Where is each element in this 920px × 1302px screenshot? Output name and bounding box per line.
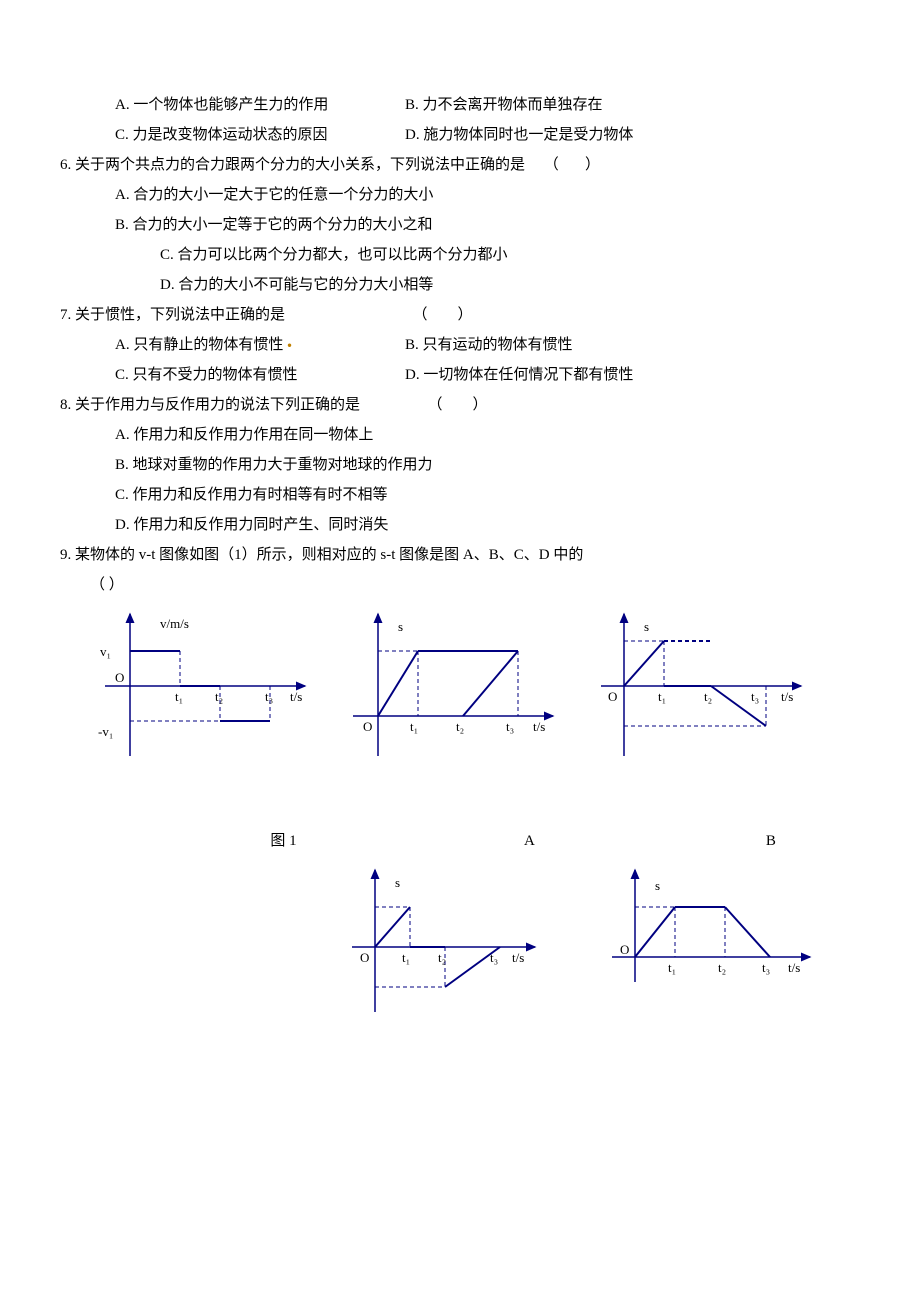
chartC-xlabel: t/s <box>512 950 524 965</box>
chart-A: s O t₁ t₂ t₃ t/s <box>338 606 568 766</box>
chart-C: s O t₁ t₂ t₃ t/s <box>340 862 540 1017</box>
q5-row2: C. 力是改变物体运动状态的原因 D. 施力物体同时也一定是受力物体 <box>60 120 860 150</box>
chartB-xlabel: t/s <box>781 689 793 704</box>
chartC-t2: t₂ <box>438 950 446 965</box>
chartC-ylabel: s <box>395 875 400 890</box>
chartC-t3: t₃ <box>490 950 498 965</box>
chartD-O: O <box>620 942 629 957</box>
q9-stem2: （ ） <box>60 570 860 600</box>
chart1-t3: t₃ <box>265 689 273 704</box>
q6-optD: D. 合力的大小不可能与它的分力大小相等 <box>60 270 860 300</box>
chart-fig1: v/m/s v₁ -v₁ O t₁ t₂ t₃ t/s <box>90 606 320 766</box>
q6-optC: C. 合力可以比两个分力都大，也可以比两个分力都小 <box>60 240 860 270</box>
label-fig1: 图 1 <box>100 826 377 856</box>
q8-optD: D. 作用力和反作用力同时产生、同时消失 <box>60 510 860 540</box>
chartA-t3: t₃ <box>506 719 514 734</box>
q7-stem: 7. 关于惯性，下列说法中正确的是 （ ） <box>60 300 860 330</box>
chartC-O: O <box>360 950 369 965</box>
chartA-t1: t₁ <box>410 719 418 734</box>
chart1-nv1: -v₁ <box>98 724 113 739</box>
chart-D: s O t₁ t₂ t₃ t/s <box>600 862 820 1017</box>
q7-optA: A. 只有静止的物体有惯性 <box>115 337 283 353</box>
label-figB: B <box>632 826 860 856</box>
chartB-t3: t₃ <box>751 689 759 704</box>
label-figA: A <box>377 826 632 856</box>
chartD-xlabel: t/s <box>788 960 800 975</box>
fig-labels-row: 图 1 A B <box>100 826 860 856</box>
chart1-t1: t₁ <box>175 689 183 704</box>
q8-stem: 8. 关于作用力与反作用力的说法下列正确的是 （ ） <box>60 390 860 420</box>
q7-row1: A. 只有静止的物体有惯性 ● B. 只有运动的物体有惯性 <box>60 330 860 360</box>
q8-optC: C. 作用力和反作用力有时相等有时不相等 <box>60 480 860 510</box>
dot-icon: ● <box>287 341 292 350</box>
chartC-t1: t₁ <box>402 950 410 965</box>
chartD-t1: t₁ <box>668 960 676 975</box>
q5-optD: D. 施力物体同时也一定是受力物体 <box>405 120 633 150</box>
chart-B: s O t₁ t₂ t₃ t/s <box>586 606 816 766</box>
chartA-xlabel: t/s <box>533 719 545 734</box>
chartA-O: O <box>363 719 372 734</box>
chart1-ylabel: v/m/s <box>160 616 189 631</box>
chartD-ylabel: s <box>655 878 660 893</box>
q7-row2: C. 只有不受力的物体有惯性 D. 一切物体在任何情况下都有惯性 <box>60 360 860 390</box>
q5-optB: B. 力不会离开物体而单独存在 <box>405 90 603 120</box>
chartB-t1: t₁ <box>658 689 666 704</box>
chartD-t3: t₃ <box>762 960 770 975</box>
chartA-ylabel: s <box>398 619 403 634</box>
q7-optD: D. 一切物体在任何情况下都有惯性 <box>405 360 633 390</box>
q7-optB: B. 只有运动的物体有惯性 <box>405 330 573 360</box>
chart1-xlabel: t/s <box>290 689 302 704</box>
q8-optA: A. 作用力和反作用力作用在同一物体上 <box>60 420 860 450</box>
q8-optB: B. 地球对重物的作用力大于重物对地球的作用力 <box>60 450 860 480</box>
chartA-t2: t₂ <box>456 719 464 734</box>
chart1-v1: v₁ <box>100 644 111 659</box>
q5-optA: A. 一个物体也能够产生力的作用 <box>115 90 405 120</box>
chartB-ylabel: s <box>644 619 649 634</box>
chartB-O: O <box>608 689 617 704</box>
q5-row1: A. 一个物体也能够产生力的作用 B. 力不会离开物体而单独存在 <box>60 90 860 120</box>
figures-row-1: v/m/s v₁ -v₁ O t₁ t₂ t₃ t/s s O t₁ t₂ t₃… <box>90 606 860 766</box>
chart1-t2: t₂ <box>215 689 223 704</box>
chartD-t2: t₂ <box>718 960 726 975</box>
q7-optC: C. 只有不受力的物体有惯性 <box>115 360 405 390</box>
q6-stem: 6. 关于两个共点力的合力跟两个分力的大小关系，下列说法中正确的是 （ ） <box>60 150 860 180</box>
chart1-O: O <box>115 670 124 685</box>
q5-optC: C. 力是改变物体运动状态的原因 <box>115 120 405 150</box>
chartB-t2: t₂ <box>704 689 712 704</box>
figures-row-2: s O t₁ t₂ t₃ t/s s O t₁ t₂ t₃ t/s <box>340 862 860 1017</box>
q6-optB: B. 合力的大小一定等于它的两个分力的大小之和 <box>60 210 860 240</box>
q9-stem1: 9. 某物体的 v-t 图像如图（1）所示，则相对应的 s-t 图像是图 A、B… <box>60 540 860 570</box>
q6-optA: A. 合力的大小一定大于它的任意一个分力的大小 <box>60 180 860 210</box>
